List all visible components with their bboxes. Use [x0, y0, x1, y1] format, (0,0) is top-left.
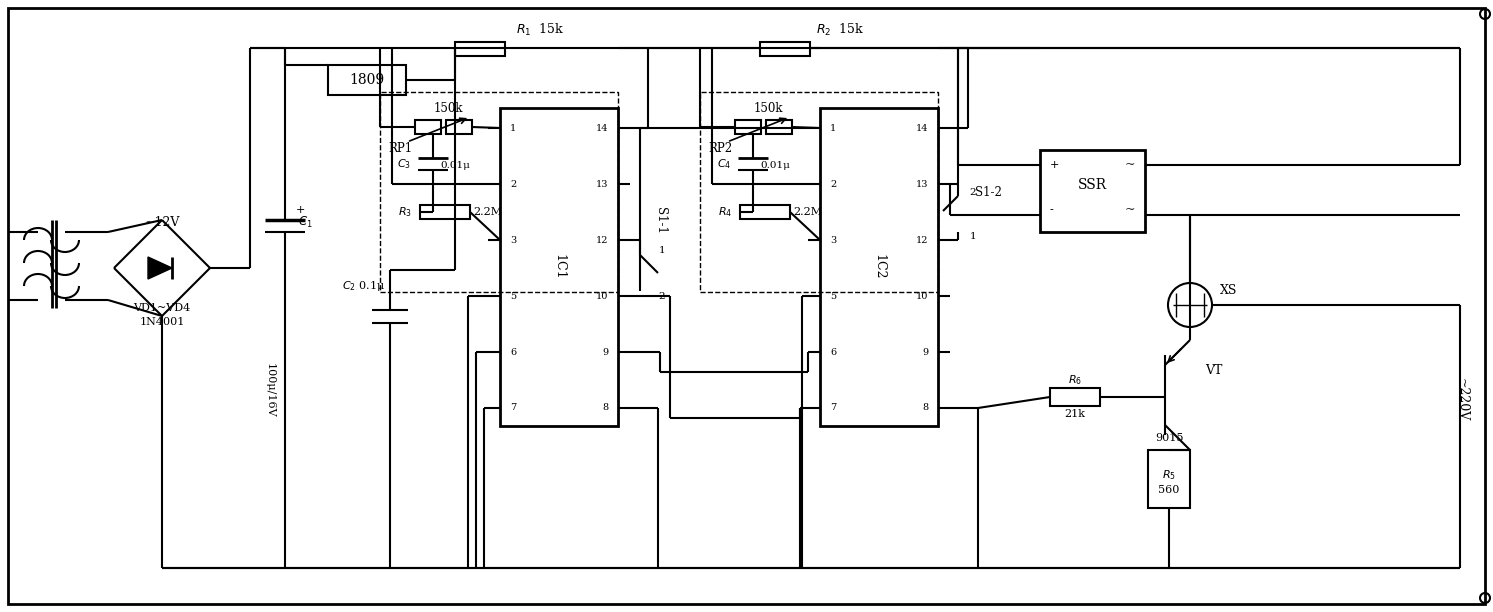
Text: 5: 5: [511, 291, 517, 300]
Text: 7: 7: [511, 403, 517, 412]
Text: ~: ~: [1124, 204, 1135, 217]
Text: 3: 3: [830, 236, 836, 245]
Text: 6: 6: [511, 348, 517, 357]
Text: -: -: [1050, 205, 1054, 215]
Text: 6: 6: [830, 348, 836, 357]
Bar: [455, 42, 505, 56]
Text: ~: ~: [1124, 159, 1135, 171]
Text: 7: 7: [830, 403, 836, 412]
Bar: [415, 120, 440, 134]
Text: $C_1$: $C_1$: [299, 214, 312, 230]
Text: RP2: RP2: [708, 141, 732, 154]
Bar: [1041, 150, 1145, 232]
Text: $R_5$: $R_5$: [1162, 468, 1176, 482]
Text: S1-1: S1-1: [654, 207, 666, 233]
Text: 2.2M: 2.2M: [473, 207, 503, 217]
Text: 13: 13: [915, 179, 929, 188]
Text: S1-2: S1-2: [975, 185, 1002, 198]
Text: 2: 2: [830, 179, 836, 188]
Bar: [328, 65, 406, 95]
Text: 0.01μ: 0.01μ: [760, 160, 790, 170]
Text: 21k: 21k: [1065, 409, 1085, 419]
Text: 100μ/16V: 100μ/16V: [264, 363, 275, 417]
Bar: [700, 92, 938, 292]
Text: $R_6$: $R_6$: [1067, 373, 1082, 387]
Bar: [766, 120, 791, 134]
Text: +: +: [1050, 160, 1060, 170]
Bar: [1050, 388, 1100, 406]
Text: 8: 8: [602, 403, 608, 412]
Text: 1809: 1809: [349, 73, 385, 87]
Text: 10: 10: [915, 291, 929, 300]
Bar: [1148, 450, 1190, 508]
Text: $C_3$: $C_3$: [397, 157, 411, 171]
Text: 12: 12: [915, 236, 929, 245]
Text: 1C2: 1C2: [872, 254, 885, 280]
Text: 560: 560: [1159, 485, 1179, 495]
Bar: [735, 120, 761, 134]
Text: 1C1: 1C1: [552, 254, 566, 280]
Text: VT: VT: [1205, 364, 1223, 376]
Text: RP1: RP1: [388, 141, 412, 154]
Text: 150k: 150k: [754, 102, 782, 114]
Text: 9: 9: [602, 348, 608, 357]
Text: 2: 2: [511, 179, 517, 188]
Text: 9015: 9015: [1154, 433, 1184, 443]
Text: $R_4$: $R_4$: [718, 205, 732, 219]
Bar: [420, 205, 470, 219]
Text: $R_2$  15k: $R_2$ 15k: [815, 22, 864, 38]
Text: 5: 5: [830, 291, 836, 300]
Bar: [381, 92, 618, 292]
Text: $R_1$  15k: $R_1$ 15k: [517, 22, 564, 38]
Text: $R_3$: $R_3$: [399, 205, 412, 219]
Polygon shape: [148, 257, 172, 279]
Text: 2.2M: 2.2M: [793, 207, 823, 217]
Bar: [741, 205, 790, 219]
Text: 13: 13: [596, 179, 608, 188]
Text: 150k: 150k: [433, 102, 463, 114]
Text: 14: 14: [915, 124, 929, 133]
Text: $C_2$ 0.1μ: $C_2$ 0.1μ: [342, 279, 385, 293]
Text: 3: 3: [511, 236, 517, 245]
Text: ~220V: ~220V: [1456, 378, 1469, 422]
Bar: [820, 108, 938, 426]
Bar: [446, 120, 472, 134]
Bar: [500, 108, 618, 426]
Text: 9: 9: [921, 348, 929, 357]
Text: 14: 14: [596, 124, 608, 133]
Text: $C_4$: $C_4$: [717, 157, 732, 171]
Text: 12: 12: [596, 236, 608, 245]
Text: ~12V: ~12V: [145, 215, 179, 228]
Text: VD1~VD4: VD1~VD4: [133, 303, 191, 313]
Bar: [760, 42, 811, 56]
Text: XS: XS: [1220, 283, 1238, 296]
Text: 1: 1: [511, 124, 517, 133]
Text: 2: 2: [969, 187, 976, 196]
Text: 10: 10: [596, 291, 608, 300]
Text: 1N4001: 1N4001: [139, 317, 185, 327]
Text: 0.01μ: 0.01μ: [440, 160, 470, 170]
Text: 1: 1: [830, 124, 836, 133]
Text: SSR: SSR: [1078, 178, 1106, 192]
Text: 8: 8: [921, 403, 929, 412]
Text: +: +: [296, 205, 306, 215]
Text: 2: 2: [658, 291, 666, 300]
Text: 1: 1: [658, 245, 666, 255]
Text: 1: 1: [969, 231, 976, 241]
